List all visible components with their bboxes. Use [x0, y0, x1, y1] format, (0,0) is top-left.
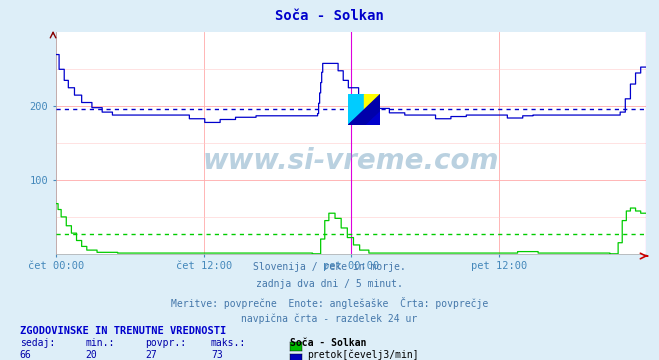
Text: 73: 73 — [211, 350, 223, 360]
Polygon shape — [364, 110, 380, 125]
Polygon shape — [348, 94, 364, 125]
Text: povpr.:: povpr.: — [145, 338, 186, 348]
Text: pretok[čevelj3/min]: pretok[čevelj3/min] — [307, 350, 418, 360]
Text: navpična črta - razdelek 24 ur: navpična črta - razdelek 24 ur — [241, 314, 418, 324]
Text: maks.:: maks.: — [211, 338, 246, 348]
Text: ZGODOVINSKE IN TRENUTNE VREDNOSTI: ZGODOVINSKE IN TRENUTNE VREDNOSTI — [20, 326, 226, 336]
Text: 66: 66 — [20, 350, 32, 360]
Text: zadnja dva dni / 5 minut.: zadnja dva dni / 5 minut. — [256, 279, 403, 289]
Text: 20: 20 — [86, 350, 98, 360]
Text: Soča - Solkan: Soča - Solkan — [275, 9, 384, 23]
Text: Soča - Solkan: Soča - Solkan — [290, 338, 366, 348]
Text: 27: 27 — [145, 350, 157, 360]
Bar — [364, 94, 380, 110]
Text: min.:: min.: — [86, 338, 115, 348]
Text: Slovenija / reke in morje.: Slovenija / reke in morje. — [253, 262, 406, 272]
Text: www.si-vreme.com: www.si-vreme.com — [203, 147, 499, 175]
Polygon shape — [348, 94, 380, 125]
Text: sedaj:: sedaj: — [20, 338, 55, 348]
Text: Meritve: povprečne  Enote: anglešaške  Črta: povprečje: Meritve: povprečne Enote: anglešaške Črt… — [171, 297, 488, 309]
